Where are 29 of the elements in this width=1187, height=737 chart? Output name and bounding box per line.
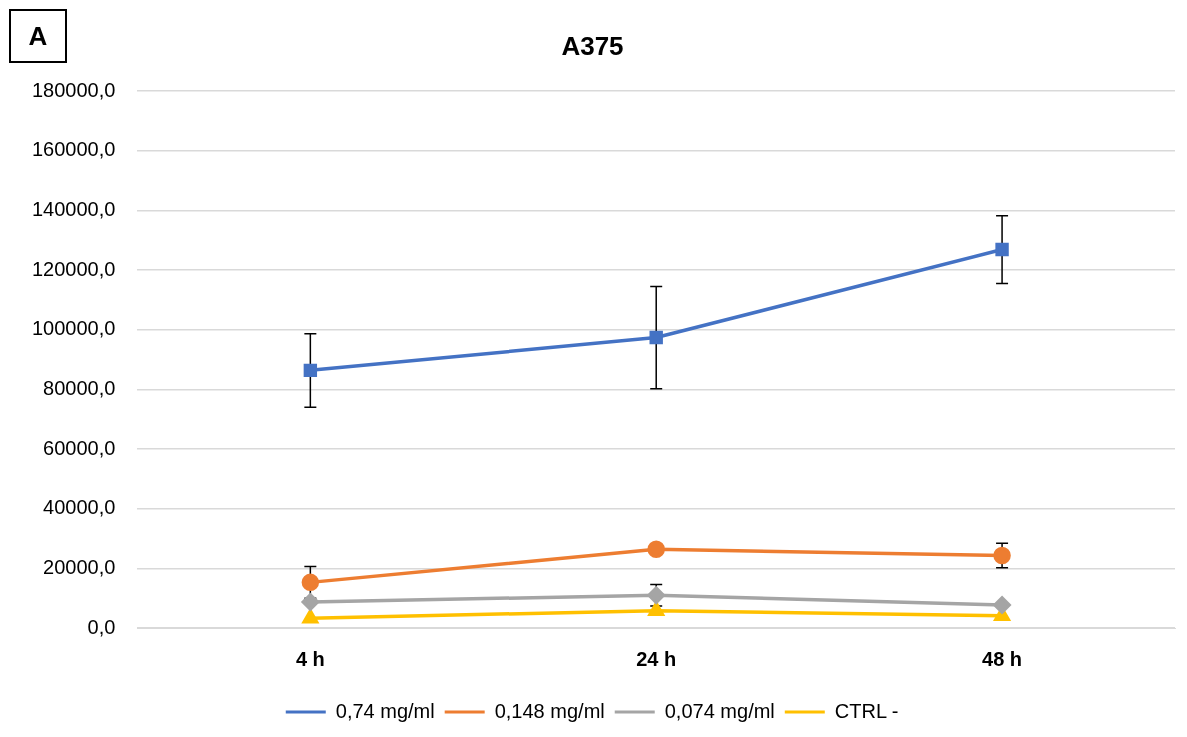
point [648, 601, 665, 616]
y-tick-label: 120000,0 [32, 257, 116, 280]
y-tick-label: 80000,0 [43, 376, 116, 399]
y-tick-label: 20000,0 [43, 555, 116, 578]
point [302, 609, 319, 624]
point [647, 540, 665, 559]
point [301, 573, 320, 592]
y-tick-label: 180000,0 [32, 78, 116, 101]
y-tick-label: 140000,0 [32, 198, 116, 220]
legend-label: 0,148 mg/ml [494, 699, 605, 722]
point [993, 546, 1011, 565]
y-tick-label: 0,0 [87, 615, 116, 638]
legend-label: CTRL - [834, 699, 899, 722]
point [993, 596, 1011, 614]
text: A [9, 9, 67, 63]
y-tick-label: 60000,0 [43, 436, 116, 459]
chart-title: A375 [561, 30, 624, 61]
y-tick-label: 160000,0 [32, 138, 116, 161]
x-tick-label: 24 h [636, 647, 677, 670]
y-tick-label: 40000,0 [43, 496, 116, 519]
point [303, 363, 318, 378]
legend-label: 0,074 mg/ml [664, 699, 775, 722]
point [301, 593, 320, 611]
x-tick-label: 48 h [982, 647, 1023, 670]
x-tick-label: 4 h [295, 647, 325, 670]
point [995, 242, 1009, 257]
legend-label: 0,74 mg/ml [335, 699, 435, 722]
y-tick-label: 100000,0 [32, 317, 116, 340]
point [649, 330, 663, 345]
